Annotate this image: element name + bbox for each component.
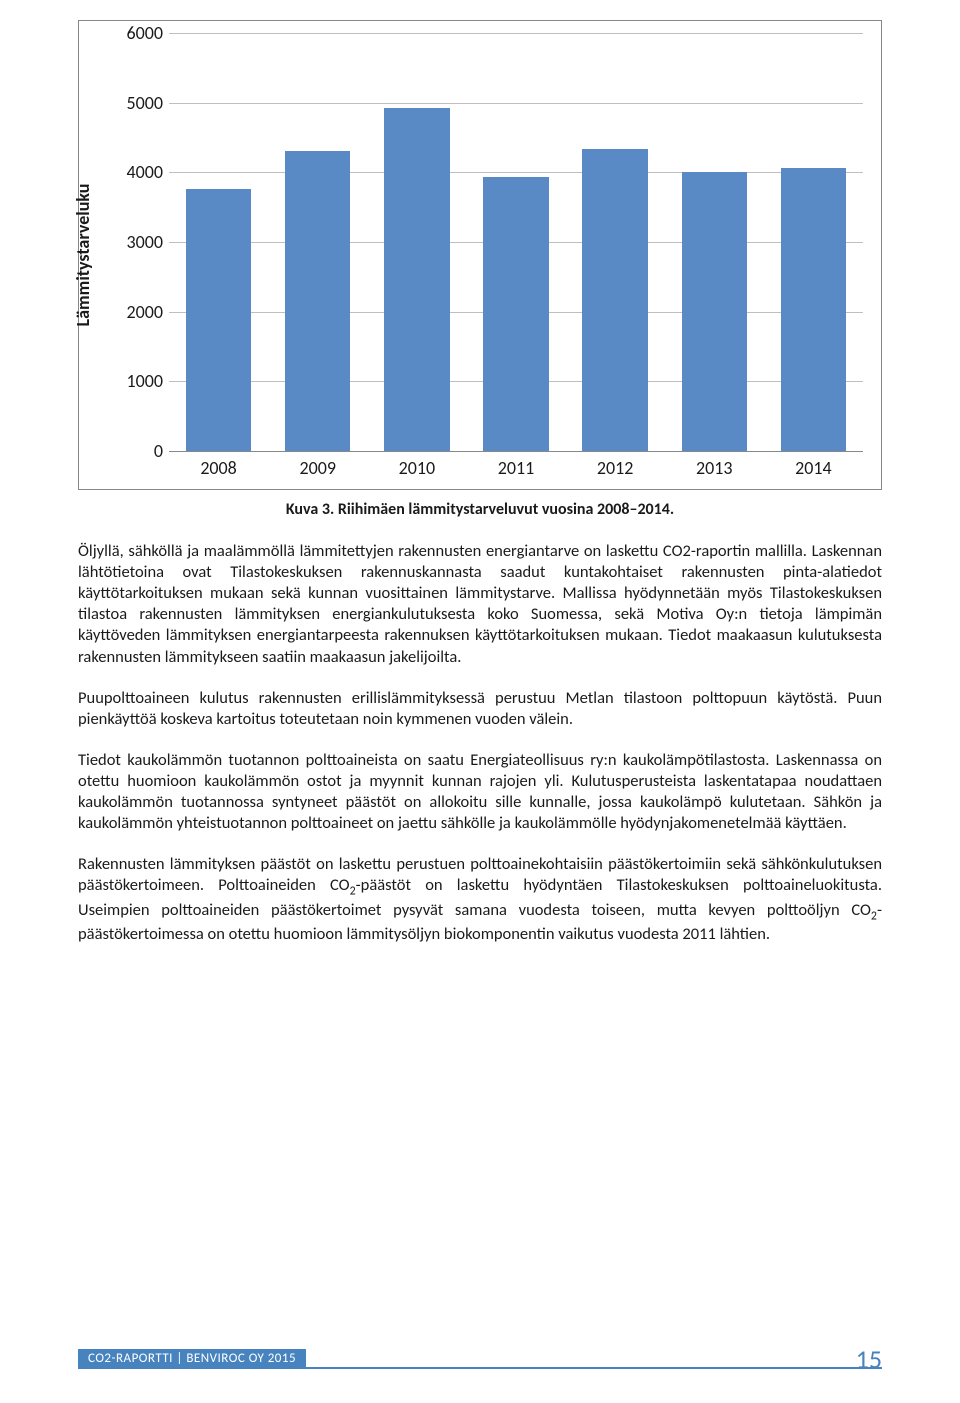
bar <box>582 149 647 451</box>
bar-slot: 2008 <box>169 33 268 451</box>
chart-plot-area: 0100020003000400050006000200820092010201… <box>169 33 863 451</box>
figure-caption: Kuva 3. Riihimäen lämmitystarveluvut vuo… <box>78 500 882 519</box>
paragraph-1: Öljyllä, sähköllä ja maalämmöllä lämmite… <box>78 541 882 668</box>
page-number: 15 <box>856 1343 882 1375</box>
bar <box>483 177 548 451</box>
page-footer: CO2-RAPORTTI | BENVIROC OY 2015 15 <box>78 1348 882 1369</box>
y-tick-label: 5000 <box>127 92 170 114</box>
y-tick-label: 1000 <box>127 370 170 392</box>
y-tick-label: 0 <box>154 440 169 462</box>
y-axis-title: Lämmitystarveluku <box>72 184 94 327</box>
bar-slot: 2011 <box>466 33 565 451</box>
paragraph-3: Tiedot kaukolämmön tuotannon polttoainei… <box>78 750 882 834</box>
bar <box>186 189 251 451</box>
x-tick-label: 2014 <box>795 451 832 479</box>
y-tick-label: 2000 <box>127 301 170 323</box>
y-tick-label: 3000 <box>127 231 170 253</box>
x-tick-label: 2010 <box>399 451 436 479</box>
chart-container: Lämmitystarveluku 0100020003000400050006… <box>78 20 882 490</box>
y-tick-label: 4000 <box>127 161 170 183</box>
x-tick-label: 2011 <box>498 451 535 479</box>
bars-group: 2008200920102011201220132014 <box>169 33 863 451</box>
bar <box>384 108 449 451</box>
x-tick-label: 2009 <box>299 451 336 479</box>
bar-slot: 2013 <box>665 33 764 451</box>
x-tick-label: 2013 <box>696 451 733 479</box>
bar-slot: 2010 <box>367 33 466 451</box>
y-tick-label: 6000 <box>127 22 170 44</box>
bar <box>781 168 846 451</box>
x-tick-label: 2008 <box>200 451 237 479</box>
paragraph-2: Puupolttoaineen kulutus rakennusten eril… <box>78 688 882 730</box>
footer-label: CO2-RAPORTTI | BENVIROC OY 2015 <box>78 1349 306 1368</box>
bar <box>682 172 747 451</box>
bar-slot: 2014 <box>764 33 863 451</box>
bar-slot: 2009 <box>268 33 367 451</box>
x-tick-label: 2012 <box>597 451 634 479</box>
bar-slot: 2012 <box>566 33 665 451</box>
bar <box>285 151 350 451</box>
paragraph-4: Rakennusten lämmityksen päästöt on laske… <box>78 854 882 945</box>
